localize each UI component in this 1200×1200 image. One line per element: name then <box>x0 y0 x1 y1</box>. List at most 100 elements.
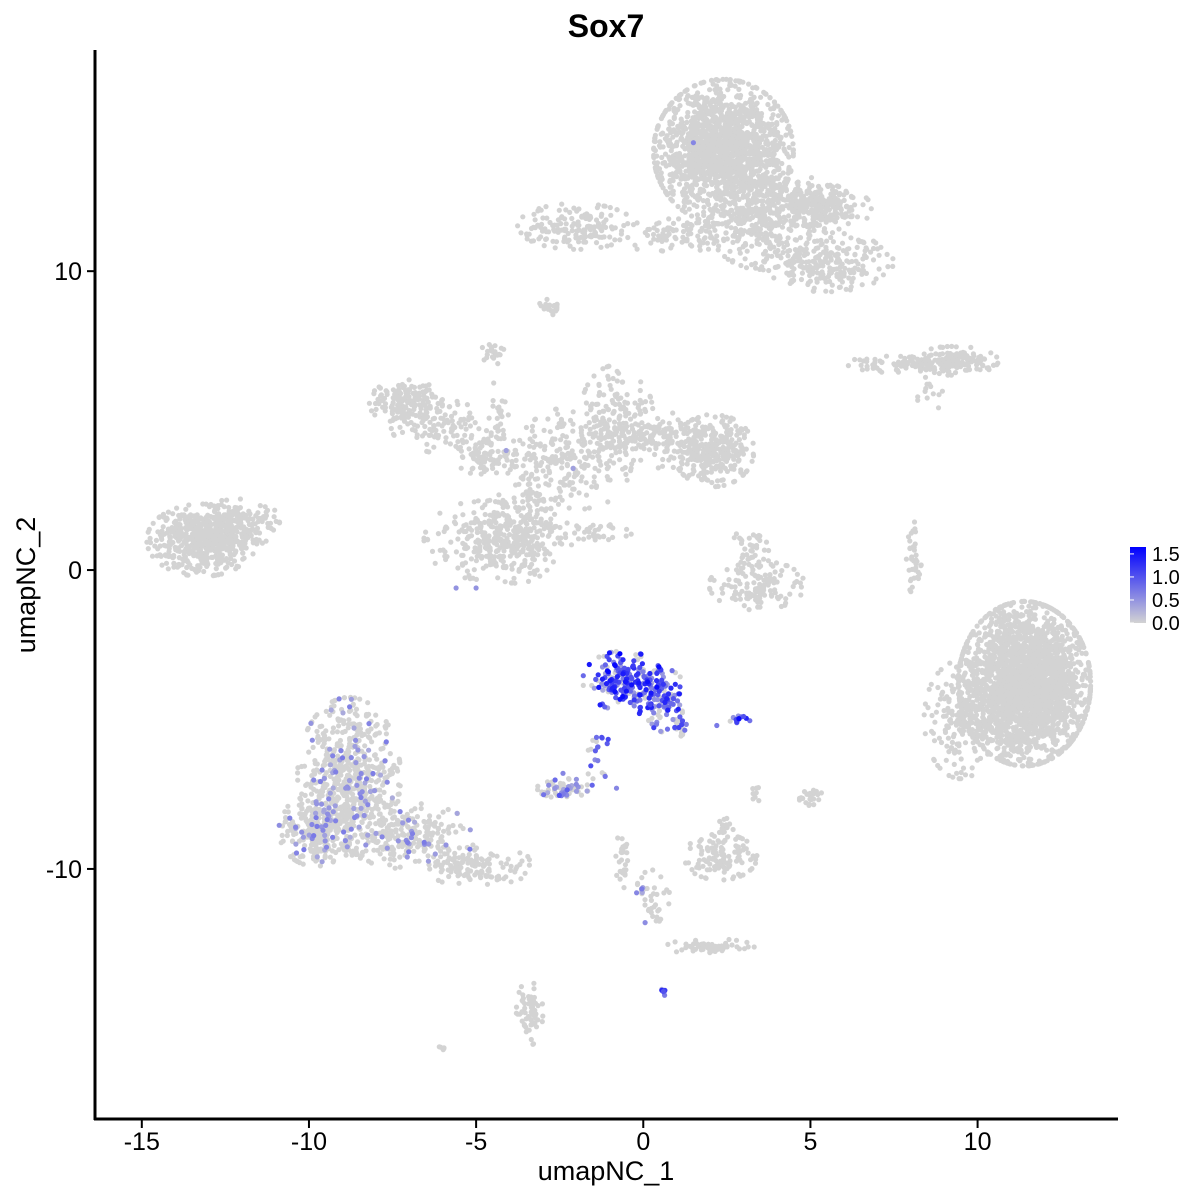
cell-point <box>733 423 739 429</box>
cell-point <box>394 415 400 421</box>
cell-point <box>729 259 736 265</box>
cell-point <box>911 354 917 360</box>
cell-point <box>582 386 589 393</box>
cell-point <box>547 551 553 557</box>
cell-point <box>862 248 868 254</box>
cell-point <box>750 105 756 111</box>
cell-point <box>797 235 804 241</box>
cell-point <box>841 273 847 279</box>
cell-point <box>692 194 698 200</box>
cell-point <box>724 236 730 242</box>
cell-point <box>581 536 587 542</box>
cell-point <box>716 148 723 154</box>
cell-point <box>598 436 604 443</box>
cell-point <box>716 243 722 249</box>
cell-point <box>501 553 507 560</box>
cell-point <box>829 282 835 288</box>
cell-point <box>638 379 644 385</box>
cell-point <box>952 370 959 376</box>
cell-point <box>462 432 468 438</box>
cell-point <box>721 166 727 172</box>
cell-point <box>376 384 382 390</box>
cell-point <box>431 423 437 429</box>
cell-point <box>754 188 761 194</box>
cell-point <box>534 540 540 547</box>
cell-point <box>653 169 660 175</box>
cell-point <box>840 248 847 254</box>
cell-point <box>830 191 836 197</box>
cell-point <box>510 438 517 444</box>
cell-point <box>520 505 527 511</box>
cell-point <box>610 400 616 406</box>
cell-point <box>720 204 726 210</box>
cell-point <box>584 411 590 417</box>
cell-point <box>373 406 379 412</box>
cell-point <box>492 499 499 505</box>
cell-point <box>610 525 616 531</box>
cell-point <box>500 427 506 433</box>
cell-point <box>552 497 558 503</box>
cell-point <box>501 563 507 570</box>
cell-point <box>709 147 716 153</box>
cell-point <box>527 457 533 463</box>
cell-point <box>420 415 426 421</box>
cell-point <box>736 234 742 240</box>
cell-point <box>527 481 533 487</box>
cell-point <box>767 244 773 251</box>
cell-point <box>836 259 842 265</box>
cell-point <box>655 415 661 422</box>
cell-point <box>617 457 623 463</box>
cell-point <box>666 143 672 149</box>
cell-point <box>529 534 535 540</box>
cell-point <box>775 103 781 109</box>
cell-point <box>608 440 614 446</box>
cell-point <box>525 578 532 585</box>
cell-point <box>616 401 623 408</box>
cell-point <box>534 490 540 496</box>
cell-point <box>419 419 425 426</box>
cell-point <box>827 265 833 271</box>
cell-point <box>678 116 684 122</box>
cell-point <box>723 414 730 420</box>
cell-point <box>698 132 705 138</box>
cell-point <box>796 201 802 207</box>
cell-point <box>748 91 754 97</box>
cell-point <box>937 344 943 350</box>
cell-point <box>702 223 709 229</box>
cell-point <box>872 356 878 362</box>
cell-point <box>501 532 507 538</box>
cell-point <box>945 372 951 378</box>
cell-point <box>583 239 589 245</box>
cell-point <box>672 234 678 240</box>
cell-point <box>520 463 526 469</box>
cell-point <box>762 259 768 265</box>
cell-point <box>537 300 543 307</box>
cell-point <box>711 208 717 214</box>
cell-point <box>689 213 695 219</box>
cell-point <box>660 144 666 150</box>
cell-point <box>783 188 790 194</box>
cell-point <box>855 266 862 273</box>
cell-point <box>858 362 864 368</box>
cell-point <box>593 414 599 420</box>
cell-point <box>529 561 535 568</box>
cell-point <box>494 415 500 421</box>
cell-point <box>671 455 677 461</box>
cell-point <box>637 436 644 443</box>
cell-point <box>600 415 606 421</box>
cell-point <box>636 431 642 437</box>
cell-point <box>608 242 615 248</box>
cell-point <box>738 167 744 173</box>
cell-point <box>737 124 743 130</box>
cell-point <box>525 540 531 546</box>
cell-point <box>582 227 588 233</box>
cell-point <box>465 417 471 423</box>
cell-point <box>583 492 590 498</box>
cell-point <box>529 428 535 434</box>
cell-point <box>701 204 707 210</box>
cell-point <box>393 389 399 395</box>
cell-point <box>709 112 715 118</box>
cell-point <box>435 531 441 537</box>
cell-point <box>739 149 745 155</box>
cell-point <box>712 164 718 170</box>
